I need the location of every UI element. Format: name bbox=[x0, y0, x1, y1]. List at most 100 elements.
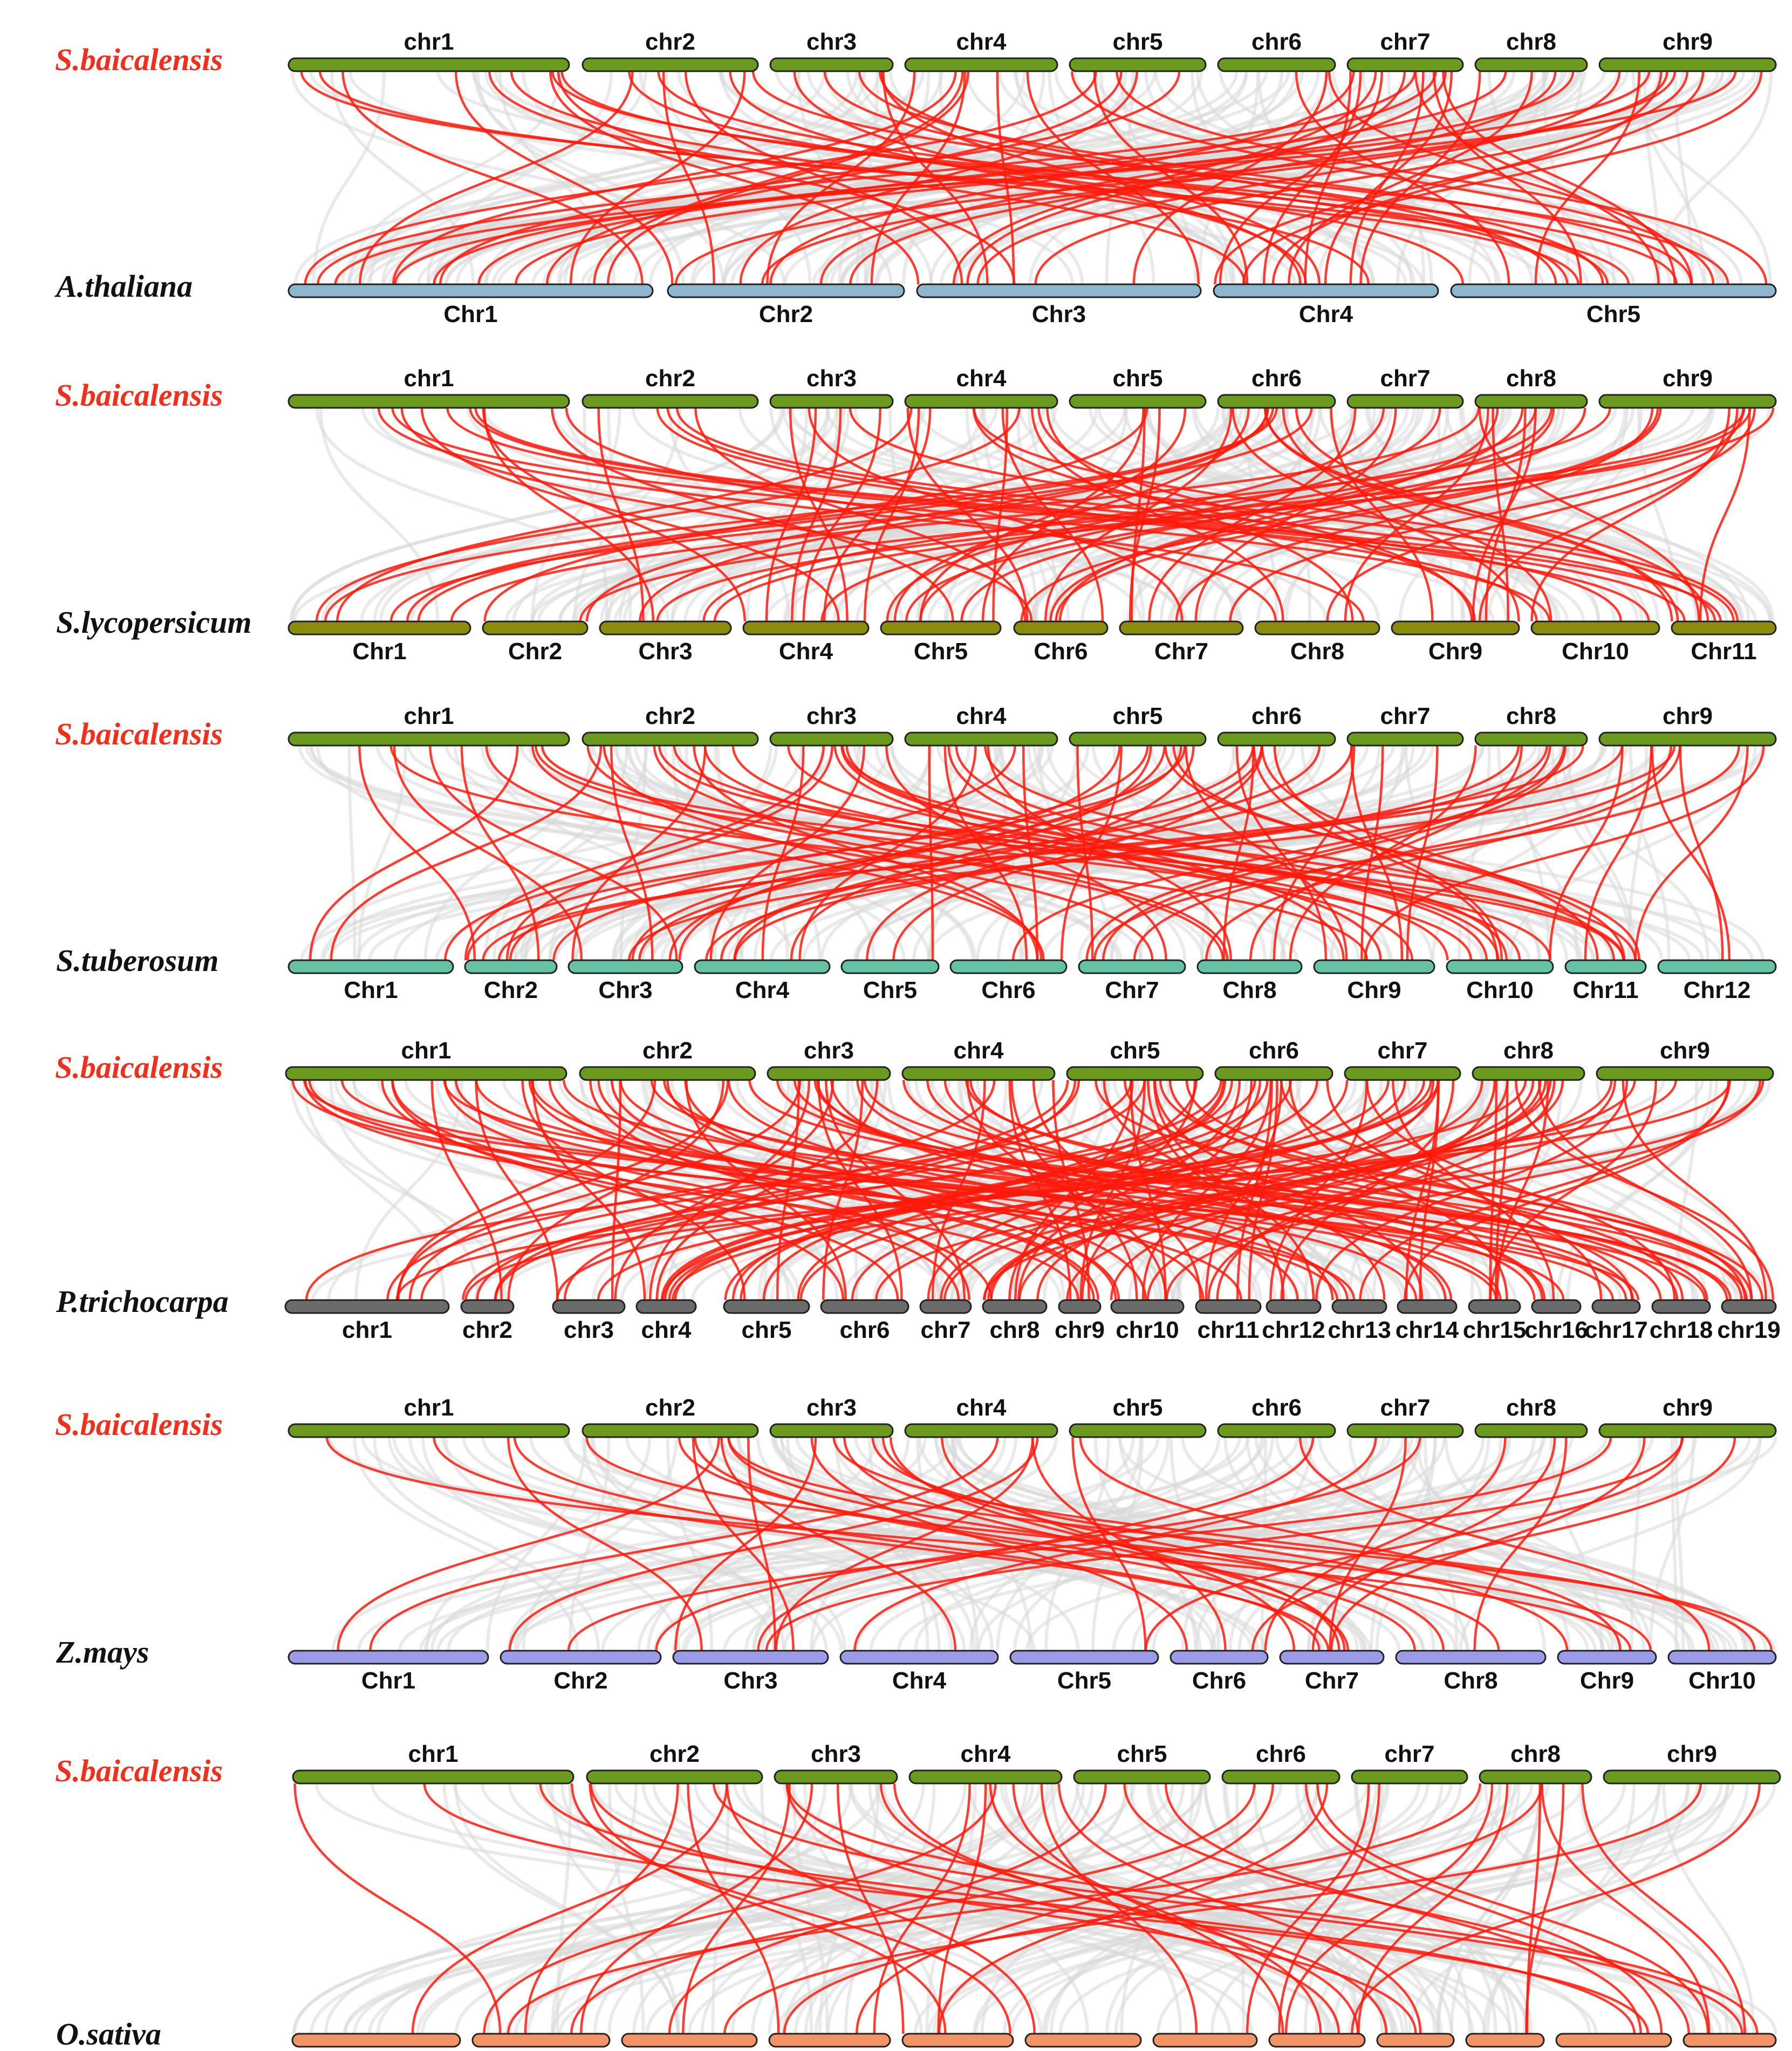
background-link bbox=[932, 1783, 1462, 2034]
bottom-chromosome-label: Chr9 bbox=[1580, 1667, 1634, 1694]
highlighted-link bbox=[1324, 71, 1453, 285]
background-link bbox=[564, 407, 904, 622]
highlighted-link bbox=[309, 745, 519, 961]
highlighted-link bbox=[524, 1783, 679, 2034]
highlighted-link bbox=[1049, 407, 1555, 622]
highlighted-link bbox=[794, 1079, 1634, 1301]
top-chromosome-label: chr9 bbox=[1663, 29, 1713, 55]
background-link bbox=[289, 1079, 507, 1301]
bottom-chromosome-bar bbox=[288, 283, 654, 298]
background-link bbox=[473, 71, 725, 285]
highlighted-link bbox=[832, 1437, 1756, 1651]
top-chromosome-bar bbox=[582, 394, 759, 409]
background-link bbox=[1327, 71, 1433, 285]
links-athaliana bbox=[290, 71, 1773, 285]
highlighted-link bbox=[694, 1437, 1350, 1651]
bottom-chromosome-bar bbox=[1530, 620, 1660, 635]
bottom-chromosome-bar bbox=[1213, 283, 1439, 298]
highlighted-link bbox=[358, 745, 476, 961]
background-link bbox=[897, 1437, 1752, 1651]
top-chromosome-label: chr9 bbox=[1663, 365, 1713, 392]
background-link bbox=[1301, 1437, 1622, 1651]
top-chromosome-label: chr7 bbox=[1380, 1394, 1431, 1421]
top-chromosome-label: chr2 bbox=[645, 365, 695, 392]
highlighted-link bbox=[996, 71, 1015, 285]
highlighted-link bbox=[783, 1783, 1543, 2034]
background-link bbox=[803, 1783, 942, 2034]
background-link bbox=[1058, 1783, 1730, 2034]
highlighted-link bbox=[1130, 1079, 1167, 1301]
highlighted-link bbox=[386, 1079, 996, 1301]
highlighted-link bbox=[394, 71, 1651, 285]
top-chromosome-bar bbox=[1069, 394, 1207, 409]
highlighted-link bbox=[603, 745, 1043, 961]
background-link bbox=[1097, 407, 1772, 622]
links-slycopersicum bbox=[289, 407, 1775, 622]
highlighted-link bbox=[1030, 407, 1284, 622]
highlighted-link bbox=[1351, 1783, 1761, 2034]
top-chromosome-label: chr9 bbox=[1663, 703, 1713, 729]
highlighted-link bbox=[1022, 745, 1039, 961]
highlighted-link bbox=[631, 745, 1182, 961]
top-chromosome-label: chr5 bbox=[1110, 1037, 1160, 1064]
top-chromosome-bar bbox=[1346, 731, 1464, 747]
highlighted-link bbox=[1076, 745, 1094, 961]
background-link bbox=[1487, 1079, 1563, 1301]
highlighted-link bbox=[684, 71, 963, 285]
highlighted-link bbox=[757, 1437, 1315, 1651]
highlighted-link bbox=[649, 1079, 811, 1301]
top-chromosome-label: chr3 bbox=[806, 365, 857, 392]
top-chromosome-label: chr6 bbox=[1251, 365, 1302, 392]
bottom-species-label: S.tuberosum bbox=[56, 943, 218, 978]
highlighted-link bbox=[871, 1437, 1569, 1651]
highlighted-link bbox=[989, 1783, 1322, 2034]
background-link bbox=[735, 745, 861, 961]
top-chromosome-label: chr6 bbox=[1249, 1037, 1299, 1064]
bottom-chromosome-label: chr19 bbox=[1717, 1317, 1780, 1343]
links-ptrichocarpa bbox=[289, 1079, 1775, 1301]
top-chromosome-bar bbox=[1351, 1769, 1468, 1785]
bottom-chromosome-bar bbox=[1119, 620, 1244, 635]
background-link bbox=[1146, 1783, 1453, 2034]
top-chromosome-label: chr9 bbox=[1667, 1741, 1717, 1767]
highlighted-link bbox=[776, 1079, 1728, 1301]
background-link bbox=[361, 407, 1187, 622]
top-species-label: S.baicalensis bbox=[55, 1753, 223, 1788]
bottom-chromosome-bar bbox=[471, 2033, 611, 2048]
highlighted-link bbox=[873, 1783, 971, 2034]
bottom-chromosome-label: chr3 bbox=[564, 1317, 614, 1343]
top-chromosome-bar bbox=[1474, 394, 1588, 409]
bottom-chromosome-label: Chr12 bbox=[1684, 977, 1751, 1003]
bottom-chromosome-label: Chr4 bbox=[779, 638, 833, 665]
highlighted-link bbox=[849, 407, 1735, 622]
highlighted-link bbox=[1278, 1783, 1380, 2034]
highlighted-link bbox=[397, 1079, 656, 1301]
top-chromosome-label: chr4 bbox=[956, 1394, 1007, 1421]
top-chromosome-label: chr6 bbox=[1251, 1394, 1302, 1421]
bottom-chromosome-label: Chr7 bbox=[1305, 1667, 1359, 1694]
highlighted-link bbox=[734, 745, 1520, 961]
highlighted-link bbox=[1095, 1079, 1743, 1301]
background-link bbox=[1348, 1437, 1546, 1651]
top-chromosome-bar bbox=[904, 394, 1058, 409]
highlighted-link bbox=[358, 71, 634, 285]
highlighted-link bbox=[928, 745, 934, 961]
bottom-species-label: Z.mays bbox=[56, 1635, 149, 1670]
highlighted-link bbox=[1164, 1783, 1642, 2034]
bottom-chromosome-label: Chr2 bbox=[508, 638, 562, 665]
bottom-chromosome-bar bbox=[880, 620, 1002, 635]
highlighted-link bbox=[1116, 71, 1768, 285]
bottom-chromosome-label: Chr5 bbox=[914, 638, 968, 665]
highlighted-link bbox=[589, 1783, 947, 2034]
bottom-chromosome-bar bbox=[288, 959, 454, 974]
highlighted-link bbox=[391, 407, 1551, 622]
highlighted-link bbox=[1071, 1437, 1147, 1651]
top-chromosome-bar bbox=[1598, 731, 1777, 747]
highlighted-link bbox=[938, 1783, 1329, 2034]
bottom-chromosome-bar bbox=[1657, 959, 1777, 974]
bottom-chromosome-bar bbox=[901, 2033, 1014, 2048]
highlighted-link bbox=[870, 71, 966, 285]
highlighted-link bbox=[1044, 407, 1233, 622]
highlighted-link bbox=[337, 1437, 720, 1651]
background-link bbox=[357, 745, 407, 961]
